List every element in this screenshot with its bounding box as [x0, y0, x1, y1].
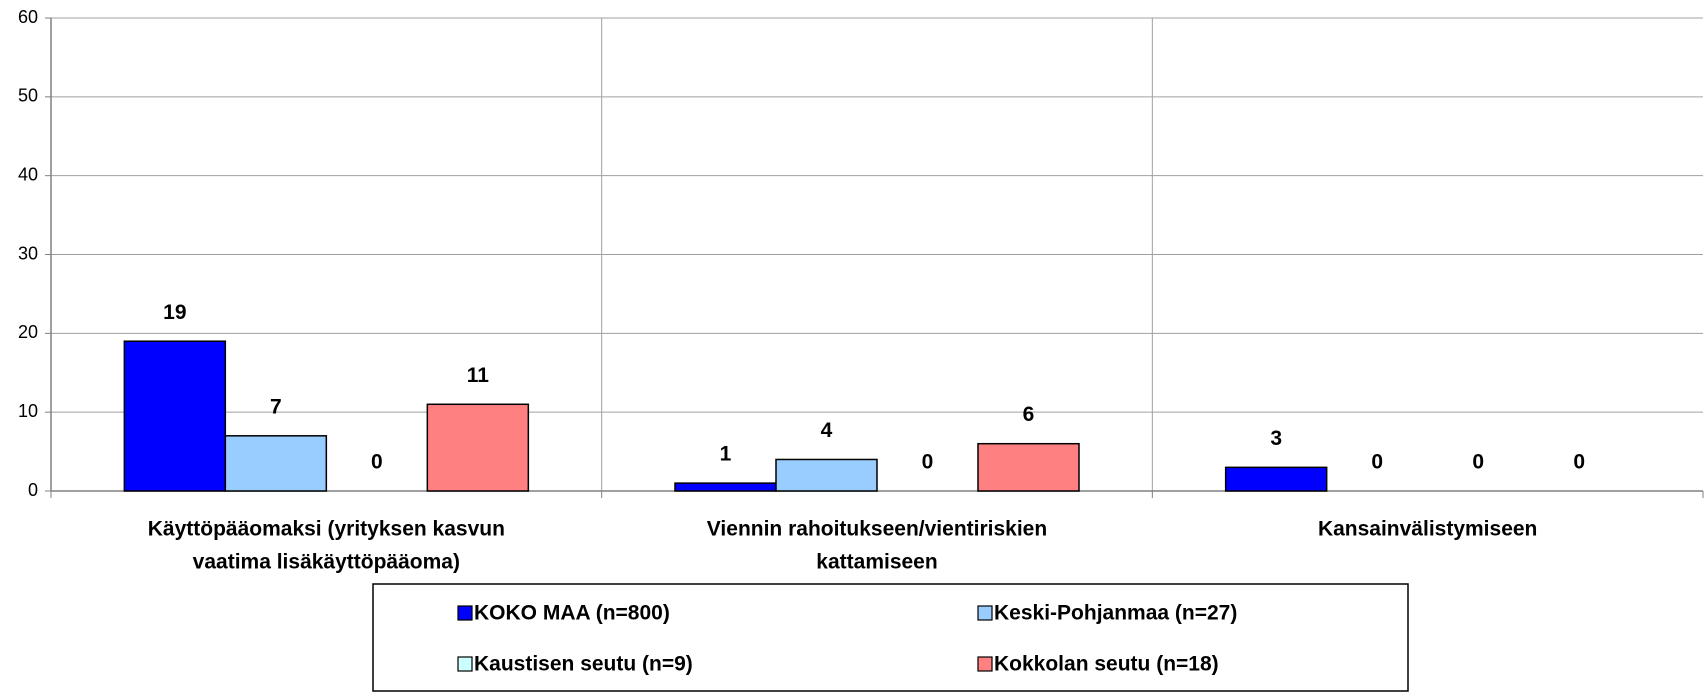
legend-swatch [457, 605, 473, 621]
y-tick-label: 50 [18, 86, 38, 106]
x-tick-label: Kansainvälistymiseen [1318, 518, 1537, 541]
legend-label: Kaustisen seutu (n=9) [474, 653, 693, 676]
value-label: 0 [1573, 451, 1585, 474]
x-tick-label: kattamiseen [816, 551, 937, 574]
x-tick-label: vaatima lisäkäyttöpääoma) [193, 551, 460, 574]
bar [1224, 466, 1328, 492]
y-tick-label: 0 [28, 480, 38, 500]
bar [426, 403, 530, 492]
legend-label: KOKO MAA (n=800) [474, 602, 670, 625]
value-label: 7 [270, 395, 282, 418]
legend-swatch [457, 656, 473, 672]
bar [123, 340, 227, 492]
y-tick-label: 60 [18, 7, 38, 27]
bar [977, 442, 1080, 492]
value-label: 0 [922, 451, 934, 474]
value-label: 0 [1371, 451, 1383, 474]
value-label: 11 [467, 364, 490, 387]
value-label: 19 [163, 301, 186, 324]
bar [674, 482, 777, 492]
legend-label: Kokkolan seutu (n=18) [994, 653, 1219, 676]
y-tick-label: 30 [18, 243, 38, 263]
x-tick-label: Käyttöpääomaksi (yrityksen kasvun [148, 518, 505, 541]
bar [775, 458, 878, 492]
value-label: 3 [1270, 427, 1282, 450]
value-label: 0 [371, 451, 383, 474]
value-label: 6 [1023, 403, 1035, 426]
legend-swatch [977, 656, 993, 672]
legend-swatch [977, 605, 993, 621]
y-tick-label: 10 [18, 401, 38, 421]
x-tick-label: Viennin rahoitukseen/vientiriskien [707, 518, 1047, 541]
legend-box [372, 583, 1409, 692]
value-label: 1 [720, 443, 732, 466]
legend-label: Keski-Pohjanmaa (n=27) [994, 602, 1237, 625]
y-tick-label: 20 [18, 322, 38, 342]
value-label: 4 [821, 419, 833, 442]
value-label: 0 [1472, 451, 1484, 474]
bar [224, 435, 328, 492]
y-tick-label: 40 [18, 164, 38, 184]
